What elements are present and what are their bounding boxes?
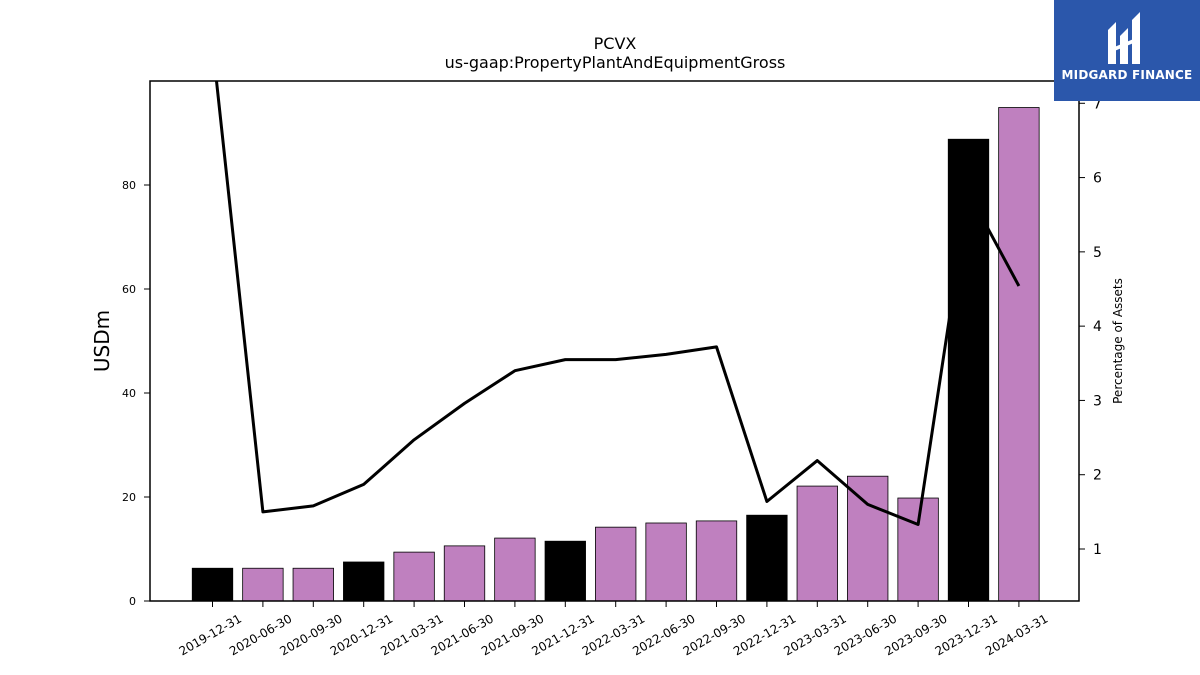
- logo-text: MIDGARD FINANCE: [1061, 68, 1193, 82]
- left-axis: 0 20 40 60 80: [122, 179, 150, 608]
- bar: [695, 520, 738, 602]
- bar: [544, 540, 586, 602]
- bar: [897, 497, 939, 602]
- y-axis-label: USDm: [90, 310, 114, 372]
- x-axis: 2019-12-312020-06-302020-09-302020-12-31…: [177, 601, 1050, 658]
- chart-subtitle: us-gaap:PropertyPlantAndEquipmentGross: [445, 53, 786, 72]
- chart-title: PCVX: [594, 34, 637, 53]
- y-tick-label: 40: [122, 387, 136, 400]
- bar: [343, 561, 385, 602]
- series-line: [214, 81, 1021, 526]
- right-axis: 1 2 3 4 5 6 7: [1079, 96, 1102, 558]
- bar: [242, 567, 284, 602]
- brand-logo: MIDGARD FINANCE: [1054, 0, 1200, 101]
- bar: [292, 567, 334, 602]
- line-group: [214, 81, 1021, 526]
- y-tick-label: 0: [129, 595, 136, 608]
- y2-axis-label: Percentage of Assets: [1111, 278, 1125, 404]
- bar: [796, 485, 838, 602]
- bar: [443, 545, 486, 602]
- bar-group: [191, 107, 1040, 602]
- bar: [746, 514, 788, 602]
- plot-frame: [149, 80, 1080, 602]
- bar: [191, 567, 234, 602]
- bar: [947, 138, 990, 602]
- bar: [494, 537, 536, 602]
- y2-tick-label: 6: [1093, 171, 1102, 187]
- bar: [595, 526, 637, 602]
- y-tick-label: 60: [122, 283, 136, 296]
- y2-tick-label: 1: [1093, 542, 1102, 558]
- bar: [847, 475, 889, 602]
- bar: [393, 551, 435, 602]
- y-tick-label: 20: [122, 491, 136, 504]
- y2-tick-label: 3: [1093, 393, 1102, 409]
- bar: [645, 522, 687, 602]
- y-tick-label: 80: [122, 179, 136, 192]
- logo-mark-icon: [1108, 12, 1140, 64]
- y2-tick-label: 5: [1093, 245, 1102, 261]
- y2-tick-label: 2: [1093, 468, 1102, 484]
- y2-tick-label: 7: [1093, 96, 1102, 112]
- y2-tick-label: 4: [1093, 319, 1102, 335]
- bar: [998, 107, 1040, 602]
